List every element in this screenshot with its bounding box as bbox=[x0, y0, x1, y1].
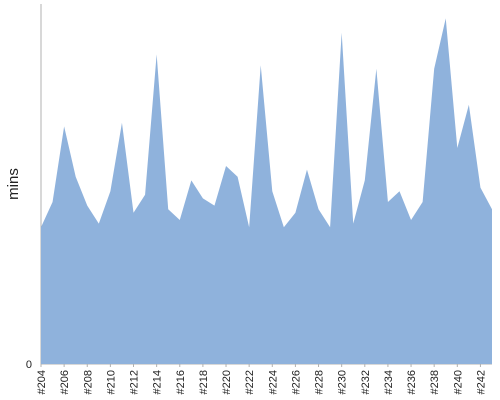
x-tick-label: #218 bbox=[198, 370, 210, 394]
x-tick-label: #242 bbox=[475, 370, 487, 394]
x-tick-label: #210 bbox=[105, 370, 117, 394]
x-tick-label: #206 bbox=[59, 370, 71, 394]
x-tick-label: #208 bbox=[82, 370, 94, 394]
x-tick-label: #224 bbox=[267, 370, 279, 394]
x-tick-label: #222 bbox=[244, 370, 256, 394]
series-area bbox=[41, 18, 492, 365]
x-tick-label: #230 bbox=[337, 370, 349, 394]
y-axis-label: mins bbox=[5, 168, 22, 200]
x-tick-label: #220 bbox=[221, 370, 233, 394]
y-tick-label: 0 bbox=[26, 359, 32, 371]
x-tick-label: #212 bbox=[129, 370, 141, 394]
x-tick-label: #232 bbox=[360, 370, 372, 394]
x-tick-label: #240 bbox=[452, 370, 464, 394]
x-tick-label: #238 bbox=[429, 370, 441, 394]
x-tick-label: #228 bbox=[314, 370, 326, 394]
x-tick-label: #214 bbox=[152, 370, 164, 394]
x-tick-labels: #204 #206 #208 #210 #212 #214 #216 #218 #220 #222… bbox=[36, 364, 487, 394]
x-tick-label: #234 bbox=[383, 370, 395, 394]
x-tick-label: #204 bbox=[36, 370, 48, 394]
x-tick-label: #236 bbox=[406, 370, 418, 394]
x-tick-label: #216 bbox=[175, 370, 187, 394]
x-tick-label: #226 bbox=[290, 370, 302, 394]
